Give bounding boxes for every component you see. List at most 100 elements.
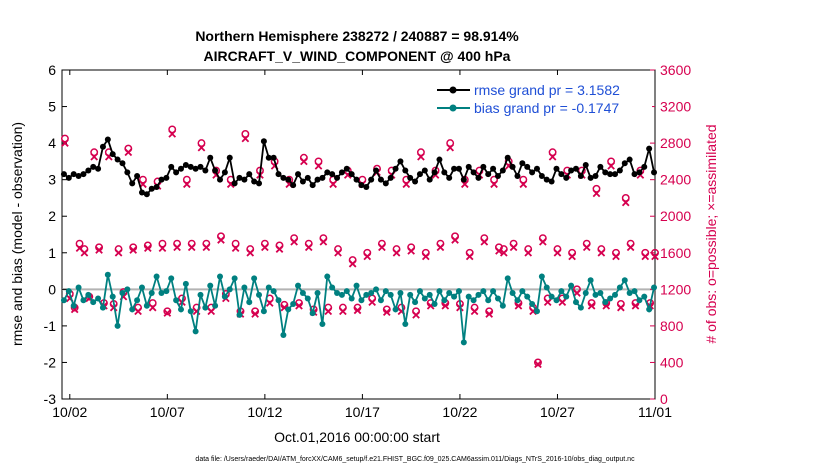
bias-point bbox=[646, 306, 653, 313]
bias-point bbox=[148, 289, 155, 296]
rmse-point bbox=[538, 173, 545, 180]
obs-possible-point bbox=[60, 134, 69, 143]
rmse-point bbox=[368, 176, 375, 183]
bias-point bbox=[295, 282, 302, 289]
bias-point bbox=[446, 289, 453, 296]
rmse-point bbox=[416, 171, 423, 178]
bias-point bbox=[641, 293, 648, 300]
bias-point bbox=[494, 295, 501, 302]
bias-point bbox=[236, 311, 243, 318]
obs-assimilated-point bbox=[524, 248, 533, 257]
obs-assimilated-point bbox=[329, 180, 337, 189]
y-tick-label: -2 bbox=[44, 354, 57, 370]
rmse-point bbox=[95, 165, 102, 172]
obs-assimilated-point bbox=[543, 298, 552, 306]
bias-point bbox=[163, 288, 170, 295]
bias-point bbox=[309, 310, 316, 317]
bias-point bbox=[226, 286, 233, 293]
x-tick-label: 10/07 bbox=[150, 404, 185, 420]
obs-possible-point bbox=[182, 175, 191, 184]
obs-assimilated-point bbox=[626, 243, 635, 252]
bias-point bbox=[431, 300, 438, 307]
y-tick-label: -3 bbox=[44, 391, 57, 407]
bias-point bbox=[270, 288, 277, 295]
rmse-point bbox=[602, 169, 609, 176]
obs-possible-point bbox=[607, 157, 616, 166]
obs-assimilated-point bbox=[417, 152, 425, 161]
rmse-point bbox=[533, 165, 540, 172]
bias-point bbox=[119, 289, 126, 296]
bias-point bbox=[587, 277, 594, 284]
rmse-point bbox=[465, 163, 472, 170]
obs-assimilated-point bbox=[509, 243, 518, 252]
obs-possible-point bbox=[163, 307, 172, 316]
bias-point bbox=[304, 295, 311, 302]
bias-point bbox=[202, 304, 209, 311]
bias-point bbox=[334, 289, 341, 296]
rmse-point bbox=[382, 180, 389, 187]
rmse-point bbox=[231, 180, 238, 187]
obs-assimilated-point bbox=[392, 248, 401, 257]
y-tick-label: 4 bbox=[48, 135, 56, 151]
rmse-point bbox=[504, 154, 511, 161]
rmse-point bbox=[168, 163, 175, 170]
rmse-point bbox=[265, 154, 272, 161]
bias-point bbox=[299, 289, 306, 296]
obs-assimilated-point bbox=[241, 134, 250, 143]
bias-point bbox=[158, 289, 165, 296]
bias-point bbox=[280, 332, 287, 339]
bias-point bbox=[99, 304, 106, 311]
obs-possible-point bbox=[548, 148, 557, 157]
obs-assimilated-point bbox=[95, 246, 103, 254]
bias-point bbox=[592, 291, 599, 298]
rmse-point bbox=[70, 171, 77, 178]
bias-point bbox=[221, 293, 228, 300]
rmse-point bbox=[314, 176, 321, 183]
obs-assimilated-point bbox=[168, 130, 177, 138]
obs-assimilated-point bbox=[519, 180, 528, 189]
bias-point bbox=[246, 299, 253, 306]
bias-point bbox=[465, 293, 472, 300]
rmse-point bbox=[80, 171, 87, 178]
rmse-point bbox=[431, 169, 438, 176]
bias-point bbox=[109, 293, 116, 300]
bias-point bbox=[621, 277, 628, 284]
rmse-point bbox=[509, 163, 516, 170]
y-axis-label: rmse and bias (model - observation) bbox=[9, 122, 25, 346]
rmse-point bbox=[319, 174, 326, 181]
rmse-point bbox=[499, 167, 506, 174]
y2-tick-label: 1600 bbox=[660, 245, 691, 261]
obs-assimilated-point bbox=[207, 307, 216, 316]
rmse-point bbox=[85, 167, 92, 174]
bias-point bbox=[363, 291, 370, 298]
rmse-point bbox=[226, 154, 233, 161]
bias-point bbox=[124, 286, 131, 293]
bias-point bbox=[504, 275, 511, 282]
rmse-point bbox=[217, 176, 224, 183]
bias-point bbox=[212, 302, 219, 309]
obs-assimilated-point bbox=[441, 301, 450, 310]
x-axis-label: Oct.01,2016 00:00:00 start bbox=[274, 429, 440, 445]
obs-assimilated-point bbox=[568, 252, 576, 261]
legend-rmse-label: rmse grand pr = 3.1582 bbox=[474, 82, 620, 98]
obs-assimilated-point bbox=[641, 252, 650, 261]
obs-assimilated-point bbox=[251, 310, 259, 318]
bias-point bbox=[514, 297, 521, 304]
rmse-point bbox=[163, 174, 170, 181]
rmse-point bbox=[377, 176, 384, 183]
legend-bias-marker bbox=[449, 104, 457, 112]
rmse-point bbox=[256, 180, 263, 187]
bias-point bbox=[524, 293, 531, 300]
bias-point bbox=[612, 291, 619, 298]
obs-possible-point bbox=[231, 239, 240, 248]
y2-tick-label: 3200 bbox=[660, 99, 691, 115]
rmse-point bbox=[363, 183, 370, 190]
bias-point bbox=[324, 273, 331, 280]
bias-point bbox=[153, 273, 160, 280]
obs-assimilated-point bbox=[324, 307, 333, 316]
obs-possible-point bbox=[534, 358, 542, 367]
rmse-point bbox=[334, 174, 341, 181]
rmse-point bbox=[358, 182, 365, 189]
obs-assimilated-point bbox=[61, 139, 69, 147]
rmse-point bbox=[607, 171, 614, 178]
